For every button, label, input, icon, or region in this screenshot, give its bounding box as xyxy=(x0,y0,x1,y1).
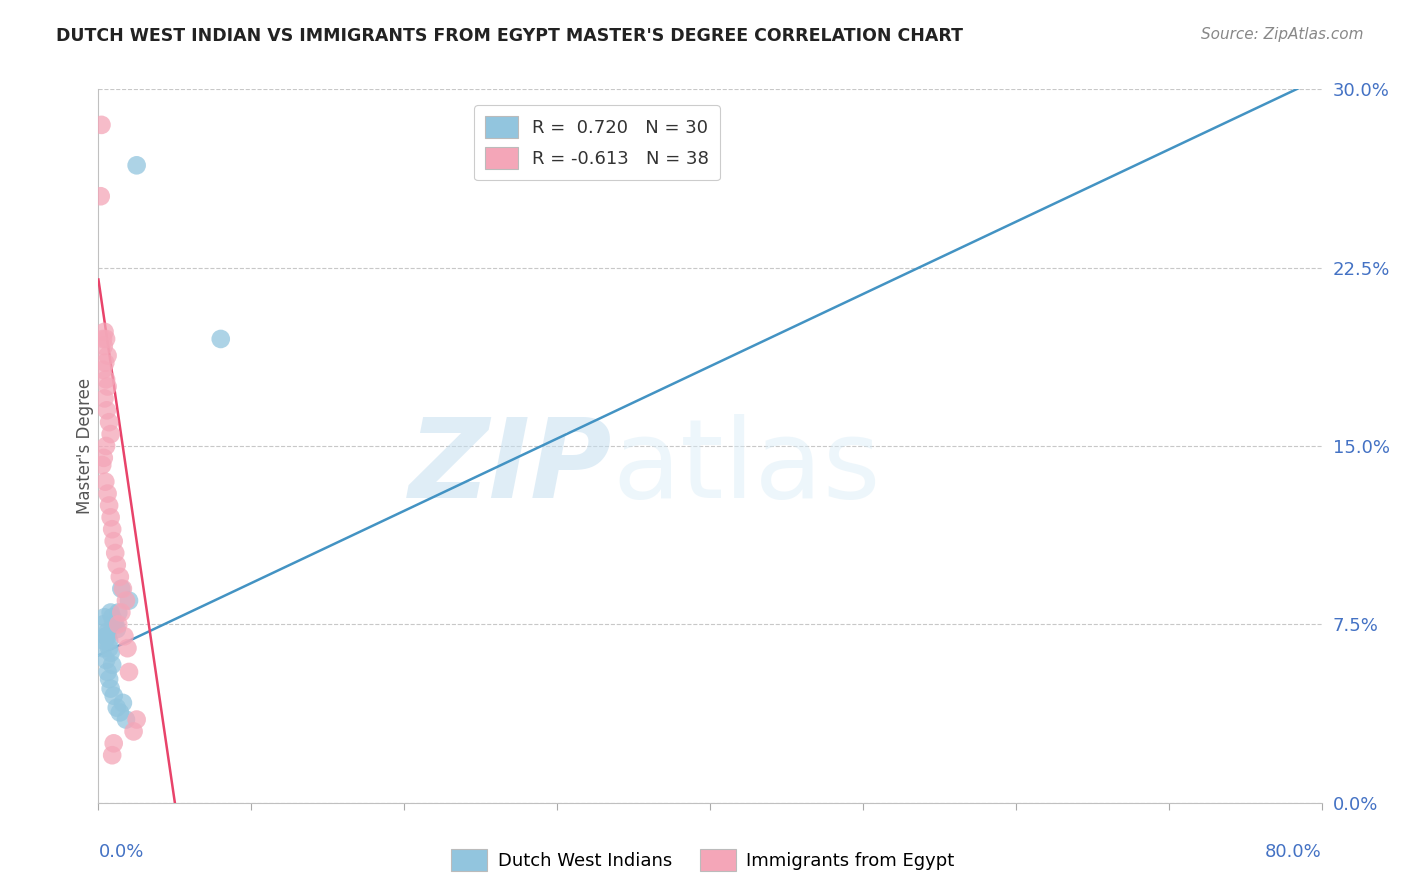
Text: ZIP: ZIP xyxy=(409,414,612,521)
Point xyxy=(97,665,120,679)
Point xyxy=(105,700,128,714)
Point xyxy=(94,629,117,643)
Point xyxy=(91,641,114,656)
Point xyxy=(98,499,121,513)
Point xyxy=(111,582,134,596)
Point xyxy=(97,486,120,500)
Point xyxy=(93,450,115,465)
Point xyxy=(98,672,121,686)
Y-axis label: Master's Degree: Master's Degree xyxy=(76,378,94,514)
Point xyxy=(96,403,118,417)
Point xyxy=(91,458,114,472)
Point xyxy=(97,379,120,393)
Point xyxy=(104,617,127,632)
Point xyxy=(107,617,129,632)
Point xyxy=(111,696,134,710)
Point xyxy=(98,641,121,656)
Point xyxy=(94,372,117,386)
Point xyxy=(115,593,138,607)
Point xyxy=(101,657,124,672)
Point xyxy=(112,629,135,643)
Point xyxy=(90,189,112,203)
Point xyxy=(125,713,148,727)
Point xyxy=(107,606,129,620)
Point xyxy=(94,653,117,667)
Point xyxy=(98,634,121,648)
Point xyxy=(105,622,128,636)
Text: DUTCH WEST INDIAN VS IMMIGRANTS FROM EGYPT MASTER'S DEGREE CORRELATION CHART: DUTCH WEST INDIAN VS IMMIGRANTS FROM EGY… xyxy=(56,27,963,45)
Point xyxy=(101,522,124,536)
Point xyxy=(93,325,115,339)
Point xyxy=(101,610,124,624)
Point xyxy=(97,624,120,639)
Point xyxy=(108,706,131,720)
Point xyxy=(101,748,124,763)
Point xyxy=(100,606,122,620)
Point xyxy=(93,339,115,353)
Point xyxy=(94,332,117,346)
Point xyxy=(118,665,141,679)
Point xyxy=(110,606,132,620)
Point xyxy=(115,713,138,727)
Legend: Dutch West Indians, Immigrants from Egypt: Dutch West Indians, Immigrants from Egyp… xyxy=(444,842,962,879)
Point xyxy=(100,510,122,524)
Text: atlas: atlas xyxy=(612,414,880,521)
Text: 80.0%: 80.0% xyxy=(1265,843,1322,861)
Point xyxy=(100,427,122,442)
Text: 0.0%: 0.0% xyxy=(98,843,143,861)
Point xyxy=(93,610,115,624)
Point xyxy=(103,534,125,549)
Point xyxy=(122,724,145,739)
Point xyxy=(97,629,120,643)
Point xyxy=(105,558,128,572)
Point xyxy=(103,736,125,750)
Point xyxy=(94,439,117,453)
Point xyxy=(118,593,141,607)
Point xyxy=(104,546,127,560)
Point xyxy=(103,689,125,703)
Legend: R =  0.720   N = 30, R = -0.613   N = 38: R = 0.720 N = 30, R = -0.613 N = 38 xyxy=(474,105,720,180)
Point xyxy=(93,634,115,648)
Text: Source: ZipAtlas.com: Source: ZipAtlas.com xyxy=(1201,27,1364,42)
Point xyxy=(91,332,114,346)
Point xyxy=(90,118,112,132)
Point xyxy=(100,681,122,696)
Point xyxy=(108,570,131,584)
Point xyxy=(93,392,115,406)
Point xyxy=(117,641,139,656)
Point xyxy=(91,617,114,632)
Point xyxy=(125,158,148,172)
Point xyxy=(97,349,120,363)
Point xyxy=(98,415,121,429)
Point xyxy=(91,363,114,377)
Point xyxy=(110,582,132,596)
Point xyxy=(103,617,125,632)
Point xyxy=(100,646,122,660)
Point xyxy=(94,475,117,489)
Point xyxy=(209,332,232,346)
Point xyxy=(94,356,117,370)
